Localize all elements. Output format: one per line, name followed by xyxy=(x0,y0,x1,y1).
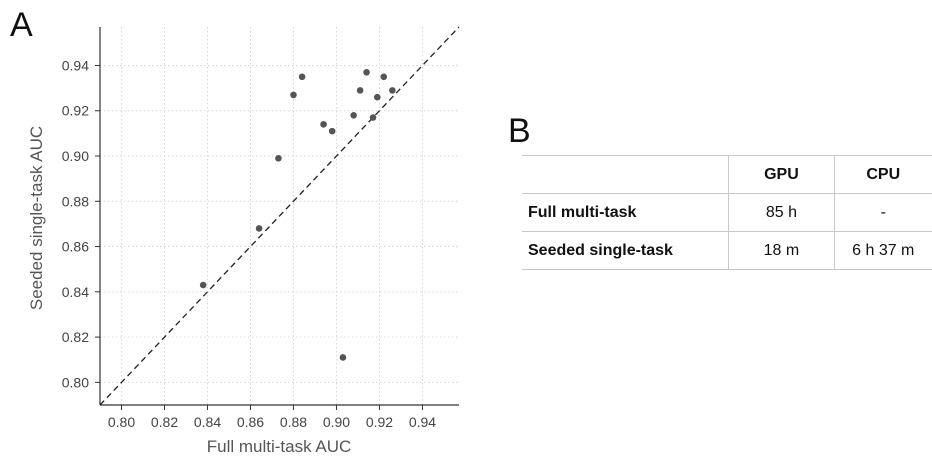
y-tick-label: 0.92 xyxy=(62,103,89,119)
data-point xyxy=(320,121,327,128)
data-point xyxy=(199,281,207,289)
grid-lines xyxy=(100,27,459,405)
gpu-time-cell: 18 m xyxy=(728,231,835,270)
data-point xyxy=(255,225,263,232)
data-points xyxy=(199,68,396,361)
scatter-plot: 0.80 0.82 0.84 0.86 0.88 0.90 0.92 0.94 0.80 0.82… xyxy=(27,26,460,456)
y-tick-label: 0.86 xyxy=(62,239,89,255)
data-point xyxy=(328,127,336,135)
data-point xyxy=(363,68,370,76)
x-tick-label: 0.82 xyxy=(151,414,178,430)
y-tick-label: 0.90 xyxy=(62,148,89,164)
data-point xyxy=(374,93,381,101)
data-point xyxy=(275,154,282,162)
y-axis-label: Seeded single-task AUC xyxy=(27,126,46,310)
table-row: Seeded single-task 18 m 6 h 37 m xyxy=(522,231,932,270)
timing-table: GPU CPU Full multi-task 85 h - Seeded si… xyxy=(522,155,932,270)
data-point xyxy=(290,91,297,99)
y-tick-label: 0.80 xyxy=(62,374,89,390)
x-axis-label: Full multi-task AUC xyxy=(207,437,352,456)
data-point xyxy=(389,87,396,94)
data-point xyxy=(298,73,306,81)
y-tick-label: 0.88 xyxy=(62,193,89,209)
y-tick-label: 0.84 xyxy=(62,284,89,300)
y-tick-label: 0.94 xyxy=(62,57,89,73)
x-tick-label: 0.86 xyxy=(237,414,264,430)
axes xyxy=(95,27,459,410)
x-tick-label: 0.84 xyxy=(194,414,221,430)
data-point xyxy=(380,73,388,81)
diagonal-reference-line xyxy=(99,26,460,406)
cpu-time-cell: 6 h 37 m xyxy=(833,231,932,270)
table-header-row: GPU CPU xyxy=(522,155,932,194)
data-point xyxy=(369,114,377,121)
row-label: Full multi-task xyxy=(522,193,729,232)
row-label: Seeded single-task xyxy=(522,231,729,270)
data-point xyxy=(339,354,347,361)
y-tick-label: 0.82 xyxy=(62,329,89,345)
table-row: Full multi-task 85 h - xyxy=(522,193,932,232)
x-tick-label: 0.80 xyxy=(108,414,135,430)
x-tick-label: 0.88 xyxy=(280,414,307,430)
x-tick-label: 0.92 xyxy=(366,414,393,430)
header-cell-empty xyxy=(522,155,729,194)
tick-labels: 0.80 0.82 0.84 0.86 0.88 0.90 0.92 0.94 0.80 0.82… xyxy=(62,57,437,430)
x-tick-label: 0.94 xyxy=(409,414,436,430)
cpu-time-cell: - xyxy=(833,193,932,232)
data-point xyxy=(356,87,364,94)
header-cell-cpu: CPU xyxy=(833,155,932,194)
data-point xyxy=(350,111,357,119)
x-tick-label: 0.90 xyxy=(323,414,350,430)
panel-label-b: B xyxy=(508,112,531,150)
panel-label-a: A xyxy=(10,6,33,44)
gpu-time-cell: 85 h xyxy=(728,193,835,232)
header-cell-gpu: GPU xyxy=(728,155,835,194)
